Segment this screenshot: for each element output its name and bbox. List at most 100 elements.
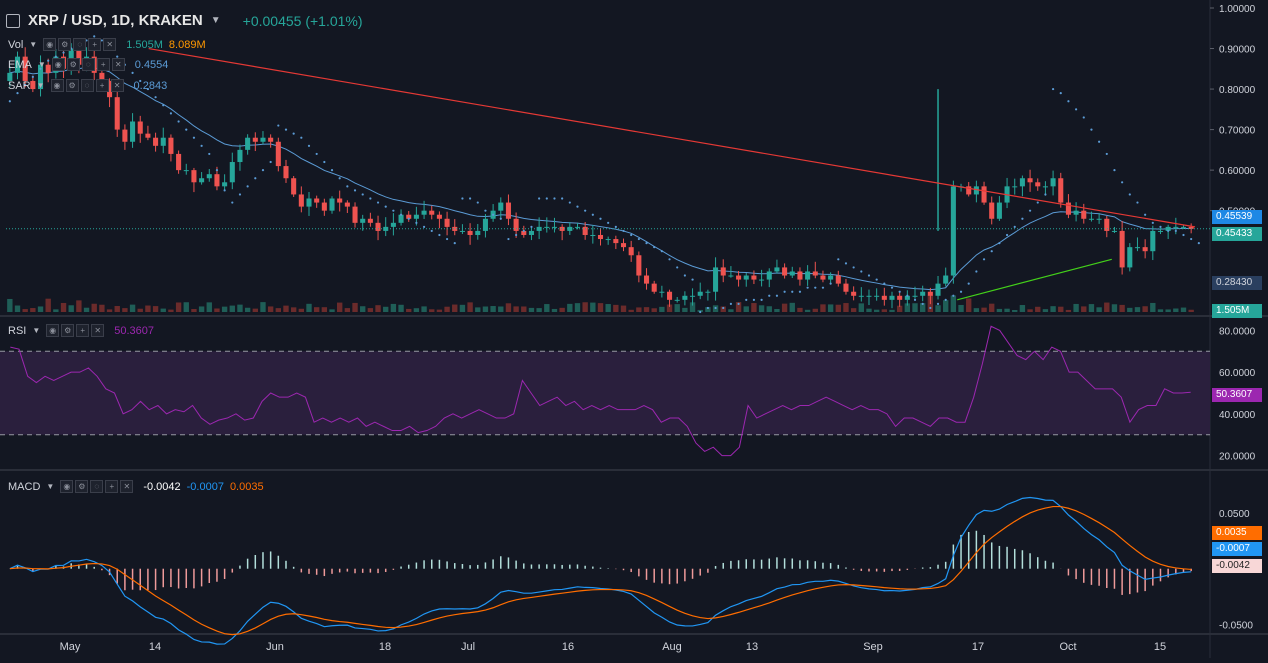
add-icon[interactable]: +	[95, 79, 109, 92]
volume-bar	[83, 307, 90, 312]
volume-bar	[252, 308, 258, 312]
sar-dot	[599, 217, 602, 220]
sar-dot	[890, 286, 894, 289]
sar-dot	[1028, 209, 1032, 212]
legend-ema[interactable]: EMA ▼ ◉ ⚙ ◌ + ✕ 0.4554	[8, 58, 168, 71]
volume-bar	[605, 304, 611, 312]
sar-dot	[208, 152, 211, 156]
volume-bar	[375, 305, 381, 312]
sar-dot	[607, 221, 610, 224]
sar-dot	[722, 306, 725, 310]
candle-body	[559, 226, 565, 231]
volume-bar	[37, 306, 44, 312]
volume-bar	[513, 306, 519, 312]
legend-macd[interactable]: MACD ▼ ◉ ⚙ ◌ + ✕ -0.0042 -0.0007 0.0035	[8, 480, 264, 493]
volume-bar	[321, 307, 328, 312]
sar-dot	[1174, 229, 1177, 233]
legend-rsi[interactable]: RSI ▼ ◉ ⚙ + ✕ 50.3607	[8, 324, 154, 337]
add-icon[interactable]: +	[76, 324, 90, 337]
chevron-down-icon[interactable]: ▼	[29, 40, 38, 49]
symbol-title[interactable]: XRP / USD, 1D, KRAKEN	[28, 12, 203, 29]
candle-body	[459, 230, 465, 232]
legend-vol[interactable]: Vol ▼ ◉ ⚙ ◌ + ✕ 1.505M 8.089M	[8, 38, 206, 51]
volume-bar	[981, 307, 987, 312]
candle-body	[114, 97, 120, 130]
volume-bar	[682, 307, 688, 312]
close-icon[interactable]: ✕	[103, 38, 117, 51]
candle-body	[475, 230, 481, 235]
sar-dot	[553, 197, 556, 200]
sar-dot	[361, 193, 364, 196]
more-icon[interactable]: ◌	[80, 79, 94, 92]
volume-bar	[313, 307, 320, 312]
vol-value-2: 8.089M	[168, 38, 206, 51]
chevron-down-icon[interactable]: ▼	[210, 15, 221, 26]
volume-bar	[444, 306, 450, 312]
sar-dot	[936, 302, 940, 305]
candle-body	[659, 291, 665, 293]
settings-icon[interactable]: ⚙	[75, 480, 89, 493]
sar-dot	[323, 160, 326, 164]
sar-dot	[307, 144, 311, 147]
volume-bar	[398, 304, 404, 312]
volume-bar	[620, 305, 627, 312]
eye-icon[interactable]: ◉	[50, 79, 64, 92]
candle-body	[751, 275, 757, 280]
close-icon[interactable]: ✕	[110, 79, 124, 92]
sar-dot	[515, 233, 518, 237]
legend-sar[interactable]: SAR ▼ ◉ ⚙ ◌ + ✕ 0.2843	[8, 79, 167, 92]
eye-icon[interactable]: ◉	[46, 324, 60, 337]
eye-icon[interactable]: ◉	[43, 38, 57, 51]
chevron-down-icon[interactable]: ▼	[46, 482, 55, 491]
sar-dot	[852, 266, 855, 269]
settings-icon[interactable]: ⚙	[65, 79, 79, 92]
volume-bar	[99, 304, 105, 312]
close-icon[interactable]: ✕	[91, 324, 105, 337]
volume-bar	[106, 309, 113, 312]
volume-bar	[30, 308, 36, 312]
eye-icon[interactable]: ◉	[51, 58, 65, 71]
settings-icon[interactable]: ⚙	[61, 324, 75, 337]
volume-bar	[820, 304, 826, 312]
volume-bar	[536, 308, 542, 312]
settings-icon[interactable]: ⚙	[66, 58, 80, 71]
sar-dot	[261, 169, 265, 172]
sar-dot	[468, 197, 472, 200]
more-icon[interactable]: ◌	[73, 38, 87, 51]
sar-dot	[683, 274, 686, 277]
sar-dot	[837, 258, 840, 261]
x-tick-label: May	[60, 641, 81, 653]
chevron-down-icon[interactable]: ▼	[32, 326, 41, 335]
sar-dot	[967, 282, 970, 285]
sar-dot	[231, 201, 234, 204]
sar-dot	[959, 290, 963, 293]
sar-dot	[745, 298, 748, 301]
eye-icon[interactable]: ◉	[60, 480, 74, 493]
candle-body	[45, 64, 51, 73]
more-icon[interactable]: ◌	[90, 480, 104, 493]
add-icon[interactable]: +	[96, 58, 110, 71]
vol-label: Vol	[8, 38, 24, 51]
candle-body	[360, 218, 366, 223]
candle-body	[759, 279, 765, 281]
close-icon[interactable]: ✕	[120, 480, 134, 493]
add-icon[interactable]: +	[88, 38, 102, 51]
volume-bar	[1157, 309, 1164, 312]
settings-icon[interactable]: ⚙	[58, 38, 72, 51]
more-icon[interactable]: ◌	[81, 58, 95, 71]
chevron-down-icon[interactable]: ▼	[37, 60, 46, 69]
volume-bar	[1065, 309, 1072, 312]
add-icon[interactable]: +	[105, 480, 119, 493]
candle-body	[643, 275, 650, 284]
tag-macd: -0.0007	[1212, 542, 1262, 556]
sar-dot	[162, 104, 165, 107]
collapse-icon[interactable]	[6, 13, 20, 28]
candle-body	[521, 230, 527, 235]
x-tick-label: Sep	[863, 641, 883, 653]
sar-dot	[568, 201, 571, 204]
chevron-down-icon[interactable]: ▼	[36, 81, 45, 90]
candle-body	[667, 291, 673, 300]
close-icon[interactable]: ✕	[111, 58, 125, 71]
